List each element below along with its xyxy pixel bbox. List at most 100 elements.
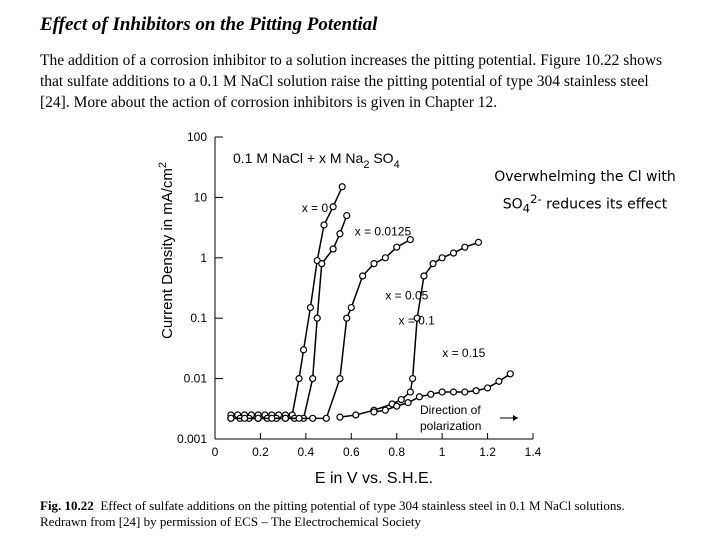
direction-note: Direction of xyxy=(420,403,481,417)
data-point xyxy=(397,395,405,404)
data-point xyxy=(240,414,249,422)
data-point xyxy=(381,406,389,414)
x-tick-label: 0.4 xyxy=(298,445,315,459)
series-label: x = 0.1 xyxy=(398,313,435,327)
callout-sub: 4 xyxy=(522,201,531,216)
series-label: x = 0.15 xyxy=(442,346,485,360)
data-point xyxy=(415,393,424,401)
series-line xyxy=(230,215,348,420)
data-point xyxy=(281,414,290,422)
data-point xyxy=(299,346,308,354)
paragraph-line: The addition of a corrosion inhibitor to… xyxy=(40,52,663,69)
data-point xyxy=(381,254,389,262)
data-point xyxy=(254,414,262,422)
data-point xyxy=(309,414,317,422)
y-tick-label: 1 xyxy=(200,251,207,265)
data-point xyxy=(495,377,503,385)
callout-text: SO xyxy=(502,196,523,213)
y-label-sup: 2 xyxy=(157,162,169,168)
callout-text: reduces its effect xyxy=(541,196,668,213)
callout: Overwhelming the Cl with SO42- reduces i… xyxy=(470,166,700,219)
series-label: x = 0.05 xyxy=(385,289,428,303)
data-point xyxy=(347,303,355,312)
data-point xyxy=(483,384,492,392)
data-point xyxy=(295,375,303,383)
data-point xyxy=(343,314,351,322)
callout-sup: 2- xyxy=(530,192,542,206)
data-point xyxy=(413,314,421,322)
caption: Fig. 10.22 Effect of sulfate additions o… xyxy=(40,498,625,530)
y-tick-label: 10 xyxy=(194,190,208,204)
series-label: x = 0.0125 xyxy=(355,225,412,239)
annotation-sub: 4 xyxy=(394,159,400,171)
data-point xyxy=(336,413,344,421)
y-tick-label: 100 xyxy=(187,130,207,144)
data-point xyxy=(329,245,337,253)
series-line xyxy=(230,238,411,420)
data-point xyxy=(427,390,435,398)
direction-note: polarization xyxy=(420,419,481,433)
caption-line: Fig. 10.22 Effect of sulfate additions o… xyxy=(40,498,625,514)
data-point xyxy=(406,236,414,244)
y-tick-label: 0.001 xyxy=(177,432,207,446)
paragraph: The addition of a corrosion inhibitor to… xyxy=(40,50,662,113)
x-tick-label: 1.2 xyxy=(479,445,496,459)
data-point xyxy=(309,375,317,383)
data-point xyxy=(393,402,401,410)
data-point xyxy=(406,388,414,396)
data-point xyxy=(318,260,326,268)
series-line xyxy=(230,186,343,416)
caption-text: Effect of sulfate additions on the pitti… xyxy=(100,498,625,513)
data-point xyxy=(227,414,235,422)
data-point xyxy=(472,387,480,395)
x-tick-label: 0 xyxy=(212,445,219,459)
data-point xyxy=(449,249,458,257)
y-axis-label: Current Density in mA/cm2 xyxy=(157,162,176,339)
annotation-sub: 2 xyxy=(363,159,369,171)
y-label-text: Current Density in mA/cm xyxy=(159,168,176,339)
data-point xyxy=(313,314,321,322)
data-point xyxy=(352,411,360,419)
data-point xyxy=(336,230,344,238)
x-tick-label: 1 xyxy=(439,445,446,459)
data-point xyxy=(429,260,437,268)
data-point xyxy=(268,414,276,422)
data-point xyxy=(409,375,417,383)
paragraph-line: that sulfate additions to a 0.1 M NaCl s… xyxy=(40,73,649,90)
data-point xyxy=(329,203,337,211)
x-tick-label: 0.2 xyxy=(252,445,269,459)
data-point xyxy=(393,243,401,251)
data-point xyxy=(295,414,303,422)
x-tick-label: 0.8 xyxy=(388,445,405,459)
x-axis-label: E in V vs. S.H.E. xyxy=(315,470,433,487)
data-point xyxy=(438,388,446,396)
data-point xyxy=(336,375,344,383)
data-point xyxy=(461,243,469,251)
heading: Effect of Inhibitors on the Pitting Pote… xyxy=(40,14,378,35)
annotation-text: 0.1 M NaCl + x M Na xyxy=(233,150,364,166)
data-point xyxy=(320,221,328,229)
y-tick-label: 0.01 xyxy=(184,372,208,386)
data-point xyxy=(359,272,367,280)
data-point xyxy=(438,254,446,262)
data-point xyxy=(338,183,346,191)
data-point xyxy=(404,399,412,407)
callout-line: SO42- reduces its effect xyxy=(470,188,700,219)
data-point xyxy=(461,388,469,396)
data-point xyxy=(370,260,378,268)
annotation-text: SO xyxy=(369,150,393,166)
paragraph-line: [24]. More about the action of corrosion… xyxy=(40,94,498,111)
data-point xyxy=(306,303,314,312)
callout-line: Overwhelming the Cl with xyxy=(494,169,676,185)
data-point xyxy=(343,211,351,220)
data-point xyxy=(420,272,428,280)
annotation: 0.1 M NaCl + x M Na2 SO4 xyxy=(233,150,400,171)
data-point xyxy=(449,388,458,396)
data-point xyxy=(474,238,483,246)
caption-label: Fig. 10.22 xyxy=(40,498,94,513)
data-point xyxy=(506,370,514,378)
caption-line: Redrawn from [24] by permission of ECS –… xyxy=(40,514,421,529)
data-point xyxy=(370,408,378,416)
